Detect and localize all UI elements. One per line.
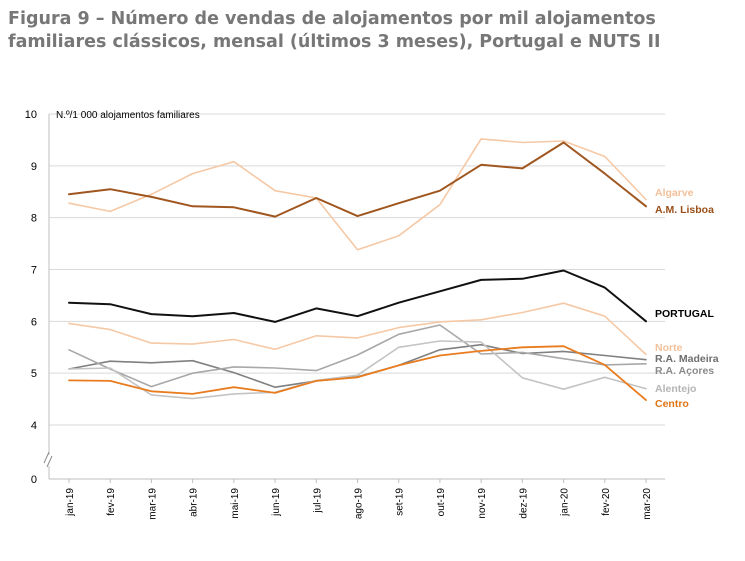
x-tick-label: abr-19	[189, 488, 200, 517]
x-tick-label: jan-19	[65, 488, 76, 517]
y-axis-label: N.º/1 000 alojamentos familiares	[56, 110, 200, 121]
series-line-norte	[68, 302, 647, 356]
series-line-portugal	[68, 269, 647, 323]
series-label-a-m-lisboa: A.M. Lisboa	[655, 204, 714, 216]
x-tick-label: ago-19	[354, 488, 365, 520]
y-tick-label: 8	[31, 213, 37, 225]
series-line-r-a-madeira	[68, 343, 647, 389]
x-tick-label: out-19	[436, 488, 447, 517]
series-label-r-a-madeira: R.A. Madeira	[655, 353, 719, 365]
series-line-centro	[68, 345, 647, 402]
axes	[43, 114, 665, 483]
series-label-norte: Norte	[655, 342, 683, 354]
series-line-a-m-lisboa	[68, 141, 647, 218]
x-tick-label: fev-20	[601, 488, 612, 516]
chart-title: Figura 9 – Número de vendas de alojament…	[8, 8, 738, 54]
x-tick-label: dez-19	[518, 488, 529, 519]
y-tick-labels: 4 5 6 7 8 9 10 0	[25, 109, 37, 486]
y-tick-label: 9	[31, 161, 37, 173]
y-tick-label: 6	[31, 316, 37, 328]
chart-title-line-2: familiares clássicos, mensal (últimos 3 …	[8, 32, 661, 52]
series-label-alentejo: Alentejo	[655, 383, 696, 395]
series-line-r-a-a-ores	[68, 324, 647, 388]
y-tick-label: 4	[31, 420, 37, 432]
x-tick-label: fev-19	[106, 488, 117, 516]
x-tick-labels: jan-19 fev-19 mar-19 abr-19 mai-19 jun-19 jul-…	[65, 488, 653, 520]
y-tick-label: 7	[31, 265, 37, 277]
series-lines	[68, 138, 647, 402]
x-tick-label: mai-19	[230, 488, 241, 519]
gridlines	[49, 113, 665, 426]
x-tick-label: nov-19	[477, 488, 488, 519]
series-label-algarve: Algarve	[655, 187, 694, 199]
series-label-r-a-a-ores: R.A. Açores	[655, 365, 714, 377]
x-tick-label: jul-19	[312, 488, 323, 514]
series-label-centro: Centro	[655, 398, 689, 410]
y-tick-label: 10	[25, 109, 37, 121]
y-tick-label-zero: 0	[31, 474, 37, 486]
series-label-portugal: PORTUGAL	[655, 308, 715, 320]
x-tick-label: mar-19	[147, 488, 158, 520]
series-line-algarve	[68, 138, 647, 251]
x-tick-label: jun-19	[271, 488, 282, 517]
x-tick-label: mar-20	[642, 488, 653, 520]
chart-title-line-1: Figura 9 – Número de vendas de alojament…	[8, 9, 656, 29]
y-tick-label: 5	[31, 368, 37, 380]
axis-break-mark	[43, 451, 53, 468]
x-tick-label: jan-20	[560, 488, 571, 517]
x-tick-label: set-19	[395, 488, 406, 516]
series-line-alentejo	[68, 340, 647, 400]
